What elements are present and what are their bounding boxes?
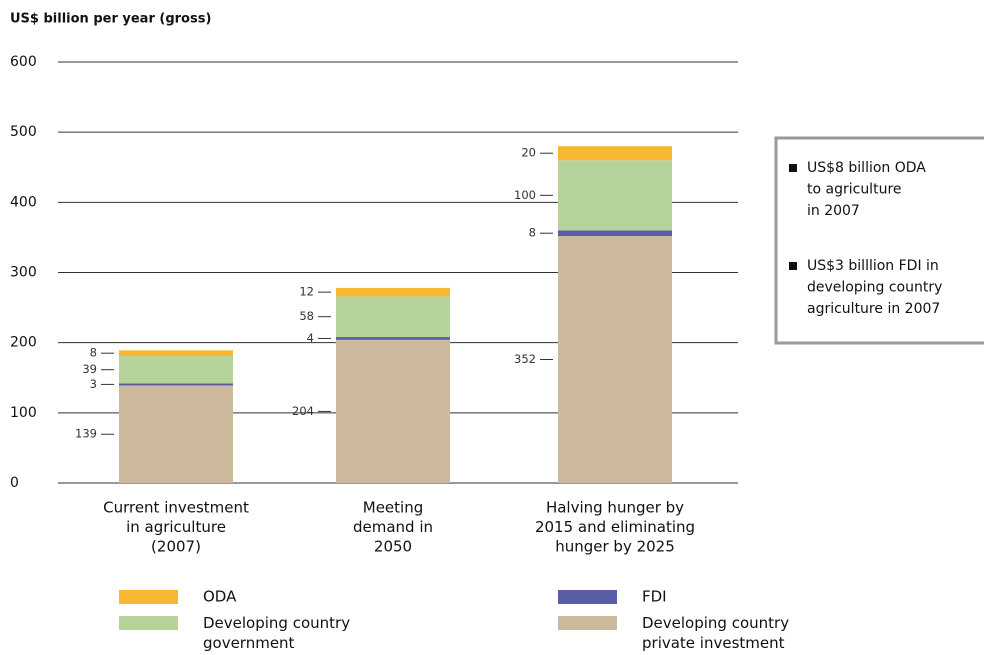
legend-line: Developing country: [203, 614, 350, 632]
note-text: to agriculture: [807, 182, 902, 198]
x-tick-label: 2015 and eliminating: [535, 518, 695, 536]
legend-swatch: [558, 616, 617, 630]
y-tick-label: 500: [10, 124, 37, 140]
bar-segment: [336, 337, 450, 340]
x-tick-label: hunger by 2025: [555, 538, 675, 556]
bar-segment: [558, 236, 672, 483]
legend-label: Developing country private investment: [642, 614, 789, 652]
bar-segment: [558, 146, 672, 161]
y-tick-label: 400: [10, 194, 37, 210]
y-tick-label: 600: [10, 54, 37, 70]
note-bullet: [789, 164, 797, 172]
value-label: 39: [82, 362, 97, 376]
bar-segment: [336, 287, 450, 297]
note-text: US$8 billion ODA: [807, 160, 926, 176]
value-label: 58: [299, 309, 314, 323]
note-text: in 2007: [807, 203, 860, 219]
bar-segment: [336, 296, 450, 338]
value-label: 352: [514, 352, 536, 366]
y-tick-label: 0: [10, 475, 19, 491]
value-label: 4: [307, 331, 314, 345]
bar-segment: [336, 339, 450, 483]
legend-line: private investment: [642, 634, 785, 652]
value-label: 100: [514, 188, 536, 202]
note-text: developing country: [807, 280, 942, 296]
legend-line: government: [203, 634, 295, 652]
legend-label: FDI: [642, 588, 667, 606]
legend-label: Developing country government investment: [203, 614, 350, 655]
legend-label: ODA: [203, 588, 237, 606]
legend-line: investment: [203, 654, 288, 655]
note-bullet: [789, 262, 797, 270]
x-tick-label: (2007): [151, 538, 201, 556]
y-tick-label: 100: [10, 405, 37, 421]
bar-segment: [119, 355, 233, 384]
x-tick-label: Meeting: [363, 499, 423, 517]
x-tick-label: 2050: [374, 538, 412, 556]
value-label: 20: [521, 146, 536, 160]
x-tick-label: Current investment: [103, 499, 249, 517]
y-axis-title: US$ billion per year (gross): [10, 12, 211, 27]
value-label: 8: [90, 346, 97, 360]
bar-segment: [558, 160, 672, 231]
value-label: 3: [90, 377, 97, 391]
value-label: 139: [75, 427, 97, 441]
y-tick-label: 300: [10, 265, 37, 281]
legend-swatch: [558, 590, 617, 604]
x-tick-label: in agriculture: [126, 518, 226, 536]
legend-swatch: [119, 616, 178, 630]
x-tick-label: Halving hunger by: [546, 499, 684, 517]
legend-line: Developing country: [642, 614, 789, 632]
note-box: [774, 136, 984, 345]
bar-segment: [558, 230, 672, 237]
note-text: agriculture in 2007: [807, 301, 940, 317]
note-text: US$3 billlion FDI in: [807, 258, 939, 274]
bar-segment: [119, 350, 233, 356]
value-label: 8: [529, 226, 536, 240]
legend-swatch: [119, 590, 178, 604]
y-tick-label: 200: [10, 335, 37, 351]
bar-segment: [119, 383, 233, 386]
x-tick-label: demand in: [353, 518, 433, 536]
value-label: 12: [299, 285, 314, 299]
value-label: 204: [292, 404, 314, 418]
bar-segment: [119, 385, 233, 483]
